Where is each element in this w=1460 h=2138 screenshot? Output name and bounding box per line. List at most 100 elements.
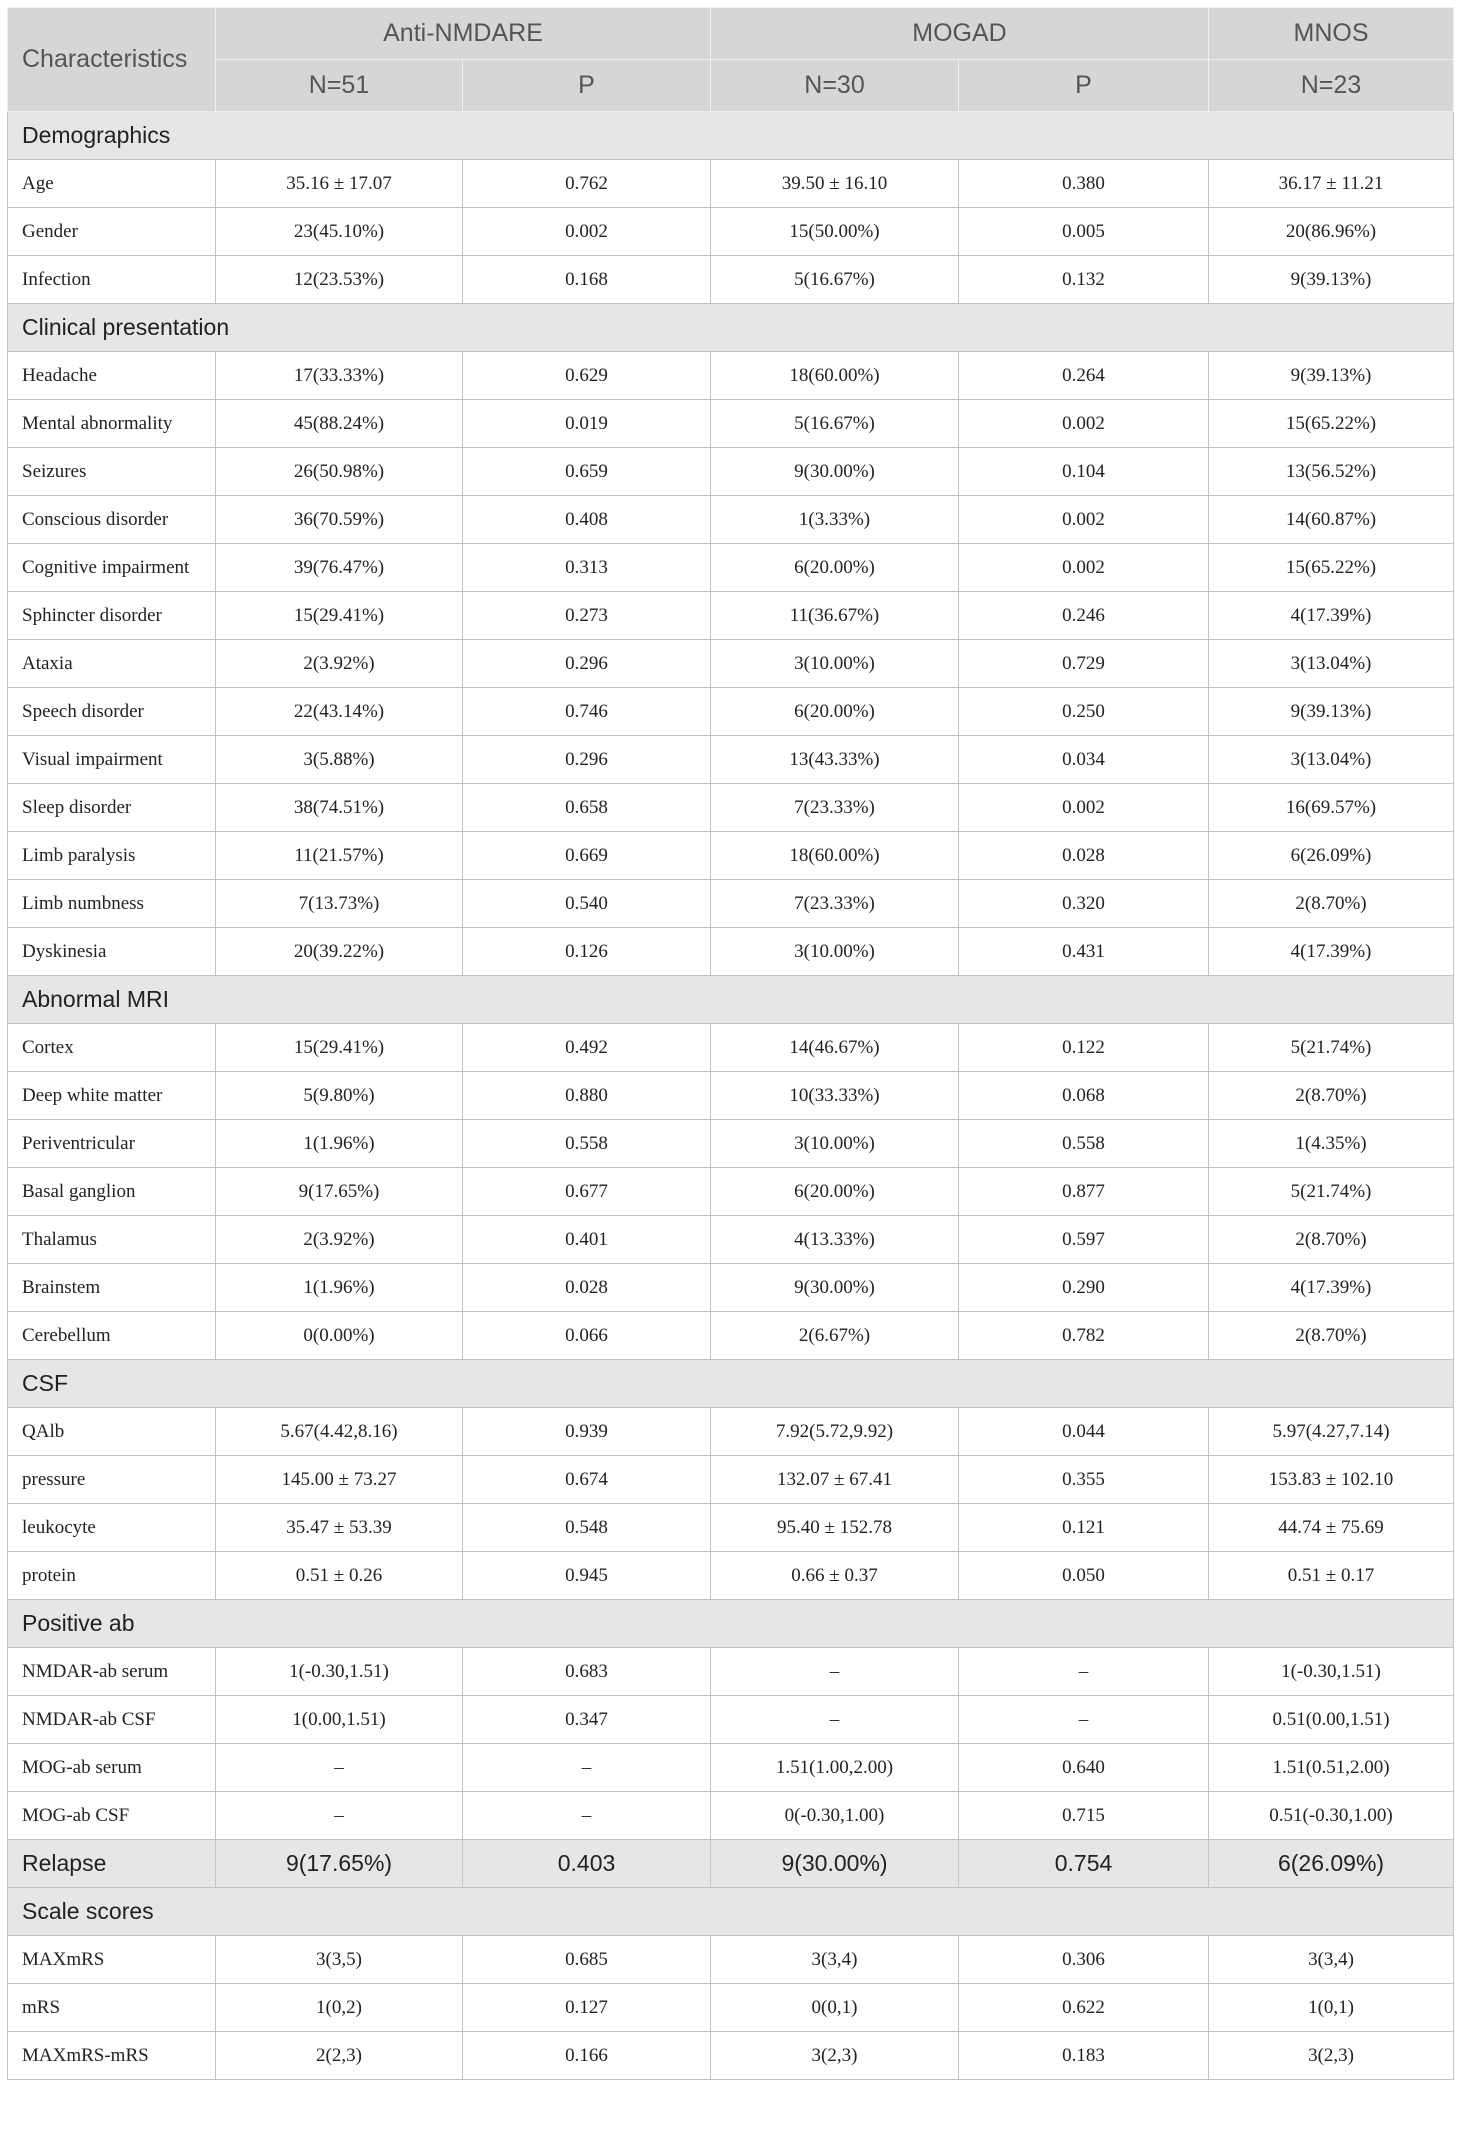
- group-header: MNOS: [1208, 7, 1455, 60]
- cell: 4(17.39%): [1208, 591, 1455, 640]
- cell: 2(2,3): [215, 2031, 463, 2080]
- cell: 17(33.33%): [215, 351, 463, 400]
- cell: 6(20.00%): [710, 1167, 959, 1216]
- cell: 16(69.57%): [1208, 783, 1455, 832]
- cell: 0.431: [957, 927, 1210, 976]
- data-row: Sleep disorder 38(74.51%) 0.658 7(23.33%) 0.…: [7, 783, 1455, 832]
- cell: 9(17.65%): [215, 1839, 463, 1888]
- cell: 0(0,1): [710, 1983, 959, 2032]
- cell: 0.729: [957, 639, 1210, 688]
- cell: 0.044: [957, 1407, 1210, 1456]
- cell: 9(17.65%): [215, 1167, 463, 1216]
- section-row: Abnormal MRI: [6, 975, 1455, 1024]
- cell: 0.945: [462, 1551, 711, 1600]
- cell: 0.51 ± 0.17: [1208, 1551, 1455, 1600]
- data-row: Ataxia 2(3.92%) 0.296 3(10.00%) 0.729 3(13.04…: [7, 639, 1455, 688]
- data-row: Speech disorder 22(43.14%) 0.746 6(20.00%) 0…: [7, 687, 1455, 736]
- row-label: Seizures: [7, 447, 216, 496]
- cell: 0.540: [462, 879, 711, 928]
- row-label: Sleep disorder: [7, 783, 216, 832]
- data-row: Periventricular 1(1.96%) 0.558 3(10.00%) 0.5…: [7, 1119, 1455, 1168]
- section-title: Positive ab: [6, 1599, 1455, 1648]
- cell: 0.168: [462, 255, 711, 304]
- cell: 18(60.00%): [710, 831, 959, 880]
- data-row: mRS 1(0,2) 0.127 0(0,1) 0.622 1(0,1): [7, 1983, 1455, 2032]
- cell: 9(30.00%): [710, 447, 959, 496]
- data-row: Deep white matter 5(9.80%) 0.880 10(33.33%)…: [7, 1071, 1455, 1120]
- cell: 1(3.33%): [710, 495, 959, 544]
- cell: 0.754: [957, 1839, 1210, 1888]
- cell: 0.246: [957, 591, 1210, 640]
- cell: 0.005: [957, 207, 1210, 256]
- row-label: Sphincter disorder: [7, 591, 216, 640]
- cell: 1.51(0.51,2.00): [1208, 1743, 1455, 1792]
- cell: 0(-0.30,1.00): [710, 1791, 959, 1840]
- cell: 3(13.04%): [1208, 639, 1455, 688]
- cell: 0.273: [462, 591, 711, 640]
- cell: 13(43.33%): [710, 735, 959, 784]
- cell: –: [710, 1647, 959, 1696]
- cell: 22(43.14%): [215, 687, 463, 736]
- data-row: Dyskinesia 20(39.22%) 0.126 3(10.00%) 0.431 4…: [7, 927, 1455, 976]
- cell: 1(-0.30,1.51): [1208, 1647, 1455, 1696]
- data-table: Characteristics Anti-NMDARE MOGAD MNOS N…: [6, 7, 1455, 2080]
- cell: 0.050: [957, 1551, 1210, 1600]
- cell: 0.296: [462, 735, 711, 784]
- cell: 0.296: [462, 639, 711, 688]
- data-row: Sphincter disorder 15(29.41%) 0.273 11(36.6…: [7, 591, 1455, 640]
- section-title: CSF: [6, 1359, 1455, 1408]
- data-row: Thalamus 2(3.92%) 0.401 4(13.33%) 0.597 2(8.7…: [7, 1215, 1455, 1264]
- cell: 0.685: [462, 1935, 711, 1984]
- cell: –: [462, 1791, 711, 1840]
- row-label: QAlb: [7, 1407, 216, 1456]
- cell: 39(76.47%): [215, 543, 463, 592]
- cell: 0.002: [957, 783, 1210, 832]
- cell: 0.250: [957, 687, 1210, 736]
- cell: 7(23.33%): [710, 879, 959, 928]
- cell: 0.877: [957, 1167, 1210, 1216]
- row-label: Cognitive impairment: [7, 543, 216, 592]
- cell: 3(2,3): [1208, 2031, 1455, 2080]
- cell: 9(39.13%): [1208, 255, 1455, 304]
- row-label: Gender: [7, 207, 216, 256]
- cell: 4(13.33%): [710, 1215, 959, 1264]
- row-label: Basal ganglion: [7, 1167, 216, 1216]
- header-row: Characteristics Anti-NMDARE MOGAD MNOS: [7, 7, 1455, 112]
- section-row: Scale scores: [6, 1887, 1455, 1936]
- cell: 5(21.74%): [1208, 1023, 1455, 1072]
- data-row: NMDAR-ab CSF 1(0.00,1.51) 0.347– –0.51(0.00…: [7, 1695, 1455, 1744]
- cell: 0.347: [462, 1695, 711, 1744]
- cell: 2(8.70%): [1208, 1071, 1455, 1120]
- cell: 0.122: [957, 1023, 1210, 1072]
- data-row: Headache 17(33.33%) 0.629 18(60.00%) 0.264 9(…: [7, 351, 1455, 400]
- cell: 9(30.00%): [710, 1263, 959, 1312]
- cell: 20(86.96%): [1208, 207, 1455, 256]
- cell: 36(70.59%): [215, 495, 463, 544]
- cell: 0.622: [957, 1983, 1210, 2032]
- section-row: Positive ab: [6, 1599, 1455, 1648]
- cell: 11(36.67%): [710, 591, 959, 640]
- row-label: pressure: [7, 1455, 216, 1504]
- cell: 0.66 ± 0.37: [710, 1551, 959, 1600]
- cell: 0.002: [462, 207, 711, 256]
- cell: 35.16 ± 17.07: [215, 159, 463, 208]
- row-label: MAXmRS-mRS: [7, 2031, 216, 2080]
- row-label: Periventricular: [7, 1119, 216, 1168]
- data-row: Gender 23(45.10%) 0.002 15(50.00%) 0.005 20(8…: [7, 207, 1455, 256]
- cell: 0.715: [957, 1791, 1210, 1840]
- data-row: leukocyte 35.47 ± 53.39 0.548 95.40 ± 152.7…: [7, 1503, 1455, 1552]
- cell: 7.92(5.72,9.92): [710, 1407, 959, 1456]
- cell: 153.83 ± 102.10: [1208, 1455, 1455, 1504]
- cell: 0.403: [462, 1839, 711, 1888]
- subheader: N=23: [1208, 59, 1455, 112]
- row-label: Cortex: [7, 1023, 216, 1072]
- cell: 0.408: [462, 495, 711, 544]
- cell: 0.380: [957, 159, 1210, 208]
- data-row: protein 0.51 ± 0.26 0.945 0.66 ± 0.37 0.050 0…: [7, 1551, 1455, 1600]
- header-row: N=51 P N=30 P N=23: [8, 59, 1455, 112]
- cell: 18(60.00%): [710, 351, 959, 400]
- cell: 0.492: [462, 1023, 711, 1072]
- cell: 15(50.00%): [710, 207, 959, 256]
- row-label: Age: [7, 159, 216, 208]
- cell: 2(3.92%): [215, 1215, 463, 1264]
